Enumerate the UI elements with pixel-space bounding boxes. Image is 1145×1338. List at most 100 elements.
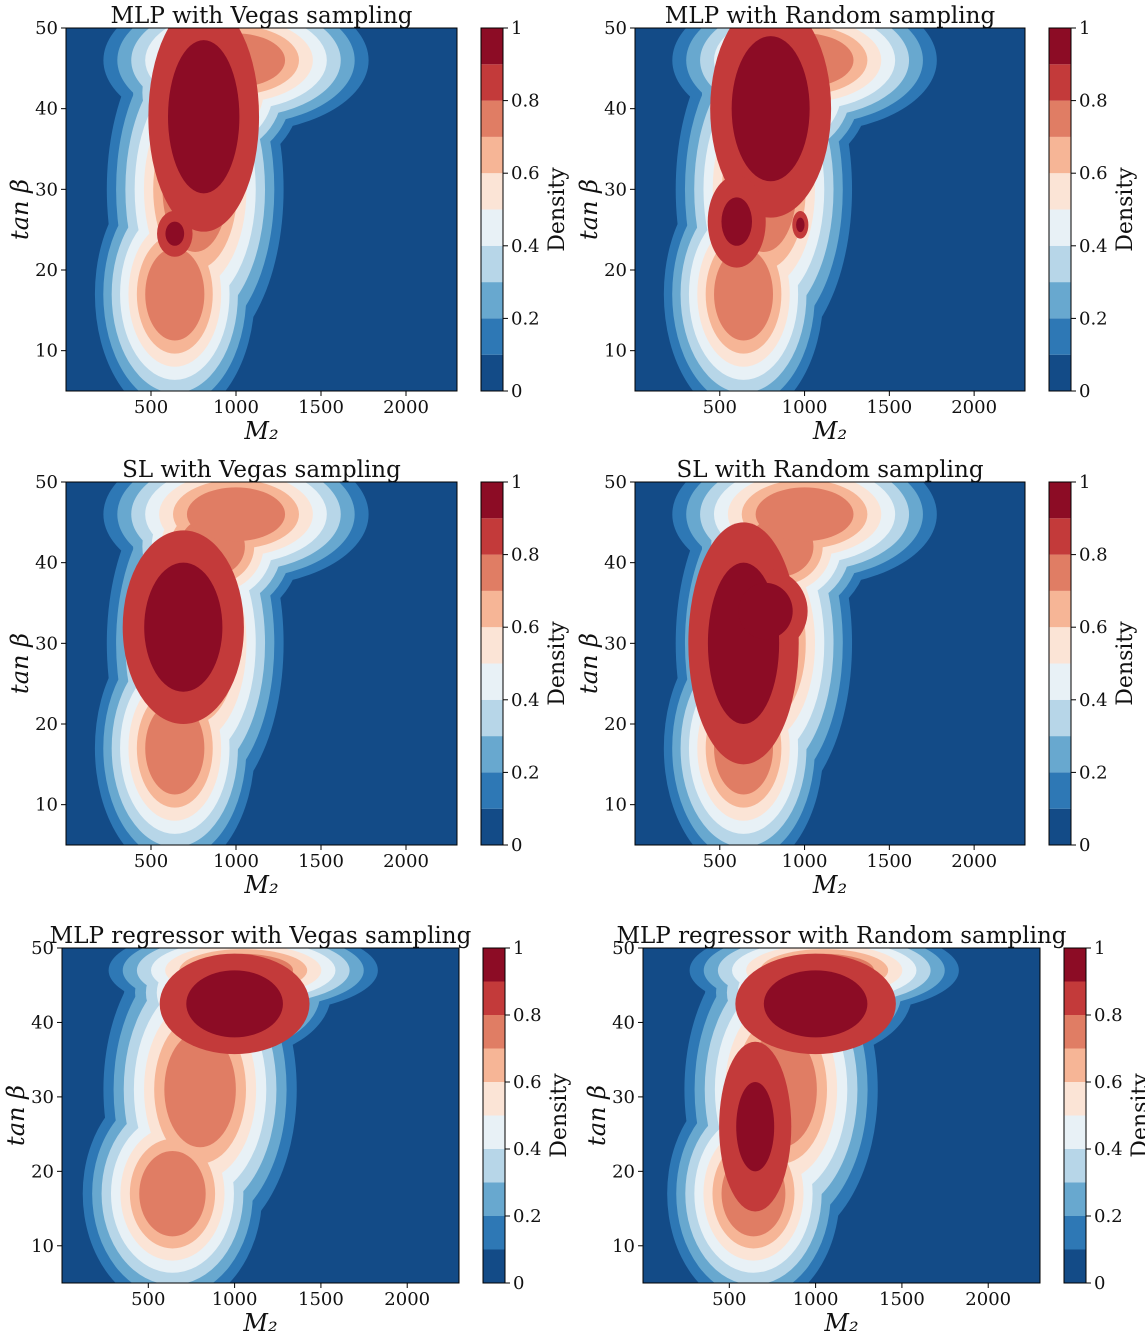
colorbar-tick-label: 0.4 bbox=[511, 690, 540, 711]
axes-frame bbox=[642, 947, 1041, 1284]
colorbar-segment bbox=[481, 318, 503, 355]
x-tick-label: 1500 bbox=[298, 397, 344, 418]
colorbar-segment bbox=[1049, 627, 1071, 664]
colorbar-segment bbox=[1064, 1048, 1086, 1082]
colorbar-segment bbox=[481, 808, 503, 845]
contour-level-9 bbox=[165, 40, 240, 246]
colorbar-tick-label: 0.2 bbox=[511, 762, 540, 783]
colorbar-tick-label: 0.8 bbox=[1079, 545, 1108, 566]
colorbar-segment bbox=[481, 590, 503, 628]
colorbar-tick-label: 1 bbox=[1094, 938, 1105, 959]
colorbar-segment bbox=[481, 736, 503, 773]
colorbar-segment bbox=[1064, 1249, 1086, 1283]
colorbar-tick-label: 0.4 bbox=[513, 1139, 542, 1160]
colorbar-segment bbox=[481, 627, 503, 664]
x-tick-label: 1000 bbox=[782, 851, 828, 872]
colorbar-segment bbox=[483, 948, 505, 982]
y-tick-label: 10 bbox=[612, 1236, 635, 1257]
y-tick-label: 40 bbox=[31, 1012, 54, 1033]
x-tick-label: 500 bbox=[712, 1289, 746, 1310]
colorbar-tick-label: 0 bbox=[1094, 1273, 1105, 1294]
y-tick-label: 40 bbox=[604, 553, 627, 574]
colorbar-segment bbox=[483, 1048, 505, 1082]
colorbar-segment bbox=[481, 209, 503, 246]
colorbar-label: Density bbox=[1113, 621, 1138, 706]
y-axis-label: tan β bbox=[6, 179, 34, 240]
chart-title: SL with Vegas sampling bbox=[122, 457, 401, 483]
y-tick-label: 10 bbox=[604, 795, 627, 816]
y-tick-label: 30 bbox=[604, 633, 627, 654]
colorbar-tick-label: 0.2 bbox=[513, 1206, 542, 1227]
colorbar-segment bbox=[1064, 1082, 1086, 1116]
x-tick-label: 2000 bbox=[384, 1289, 430, 1310]
colorbar-segment bbox=[483, 1082, 505, 1116]
colorbar-tick-label: 0.6 bbox=[511, 617, 540, 638]
x-tick-label: 1000 bbox=[782, 397, 828, 418]
x-tick-label: 1500 bbox=[298, 1289, 344, 1310]
colorbar-tick-label: 0.8 bbox=[1079, 91, 1108, 112]
colorbar-tick-label: 0.6 bbox=[1079, 617, 1108, 638]
colorbar-segment bbox=[481, 554, 503, 591]
y-tick-label: 40 bbox=[35, 553, 58, 574]
x-tick-label: 1500 bbox=[866, 397, 912, 418]
colorbar-segment bbox=[1049, 173, 1071, 210]
x-tick-label: 1500 bbox=[866, 851, 912, 872]
colorbar-segment bbox=[1049, 64, 1071, 101]
x-tick-label: 1500 bbox=[879, 1289, 925, 1310]
colorbar-segment bbox=[483, 1249, 505, 1283]
x-axis-label: M₂ bbox=[823, 1309, 858, 1337]
y-tick-label: 20 bbox=[604, 260, 627, 281]
colorbar-segment bbox=[1049, 482, 1071, 519]
colorbar: 0 0.2 0.4 0.6 0.8 1 Density bbox=[1063, 938, 1145, 1294]
contour-level-9 bbox=[721, 36, 810, 246]
y-axis-label: tan β bbox=[6, 633, 34, 694]
y-tick-label: 50 bbox=[35, 472, 58, 493]
y-tick-label: 10 bbox=[604, 341, 627, 362]
x-tick-label: 1000 bbox=[212, 1289, 258, 1310]
colorbar-segment bbox=[481, 663, 503, 700]
colorbar-segment bbox=[483, 981, 505, 1015]
x-tick-label: 500 bbox=[134, 851, 168, 872]
y-tick-label: 30 bbox=[31, 1087, 54, 1108]
chart-title: SL with Random sampling bbox=[676, 457, 983, 483]
colorbar-tick-label: 0 bbox=[1079, 381, 1090, 402]
colorbar-segment bbox=[1049, 663, 1071, 700]
colorbar-tick-label: 0.2 bbox=[511, 308, 540, 329]
colorbar-segment bbox=[481, 482, 503, 519]
y-tick-label: 10 bbox=[35, 795, 58, 816]
colorbar-segment bbox=[1049, 590, 1071, 628]
colorbar-segment bbox=[1064, 948, 1086, 982]
colorbar-label: Density bbox=[1113, 167, 1138, 252]
y-tick-label: 30 bbox=[604, 179, 627, 200]
colorbar-tick-label: 0.6 bbox=[1094, 1072, 1123, 1093]
colorbar-segment bbox=[481, 699, 503, 737]
colorbar-tick-label: 0.8 bbox=[513, 1005, 542, 1026]
colorbar-segment bbox=[483, 1149, 505, 1183]
colorbar-tick-label: 0.6 bbox=[513, 1072, 542, 1093]
colorbar-segment bbox=[1049, 518, 1071, 555]
chart-title: MLP regressor with Vegas sampling bbox=[50, 923, 472, 949]
colorbar-tick-label: 0.4 bbox=[1094, 1139, 1123, 1160]
contour-level-9 bbox=[186, 970, 283, 1038]
x-tick-label: 2000 bbox=[965, 1289, 1011, 1310]
x-axis-label: M₂ bbox=[243, 417, 278, 445]
colorbar-segment bbox=[481, 64, 503, 101]
colorbar-tick-label: 0.4 bbox=[1079, 690, 1108, 711]
y-tick-label: 30 bbox=[35, 633, 58, 654]
y-tick-label: 40 bbox=[35, 99, 58, 120]
x-tick-label: 2000 bbox=[951, 397, 997, 418]
colorbar-segment bbox=[1064, 1015, 1086, 1049]
contour-level-9 bbox=[707, 562, 793, 724]
axes-frame bbox=[65, 481, 458, 846]
x-tick-label: 500 bbox=[131, 1289, 165, 1310]
y-tick-label: 20 bbox=[35, 260, 58, 281]
contour-level-9 bbox=[736, 970, 868, 1172]
colorbar-tick-label: 1 bbox=[511, 18, 522, 39]
y-tick-label: 20 bbox=[31, 1161, 54, 1182]
colorbar-tick-label: 1 bbox=[511, 472, 522, 493]
